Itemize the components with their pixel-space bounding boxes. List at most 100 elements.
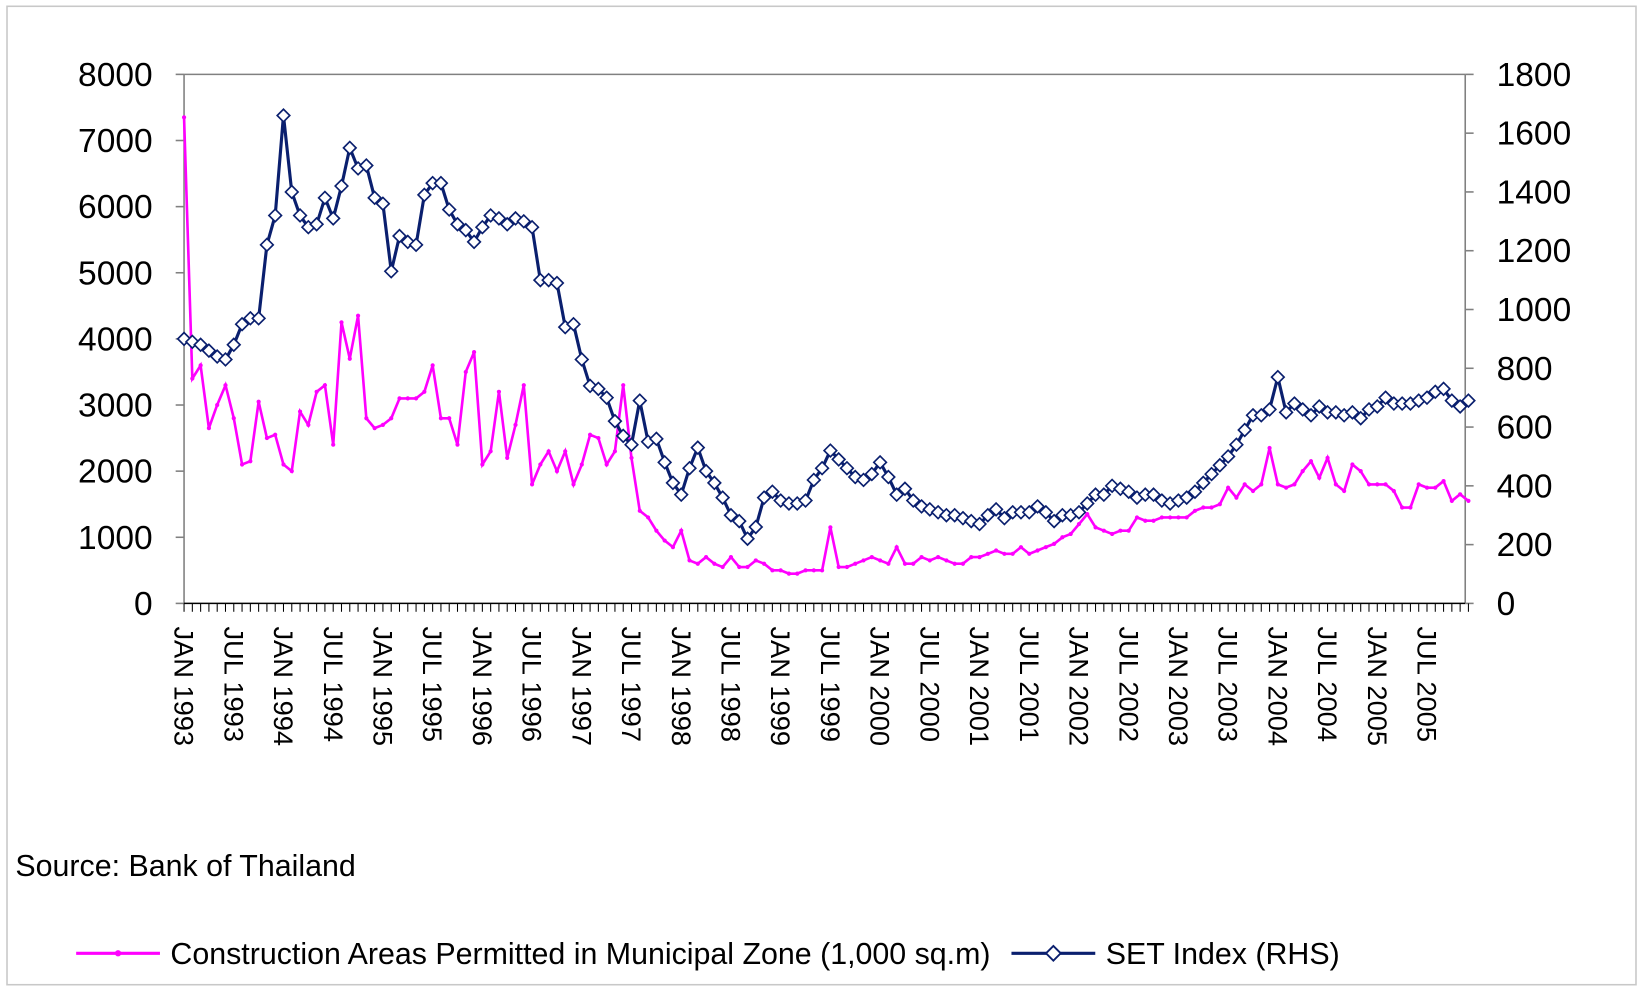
data-marker — [218, 351, 233, 367]
data-marker — [1168, 515, 1173, 520]
data-marker — [397, 396, 402, 401]
data-marker — [190, 376, 195, 381]
data-marker — [864, 466, 880, 482]
data-marker — [1419, 390, 1435, 406]
y2-tick-label: 1600 — [1497, 116, 1572, 153]
y2-tick-label: 800 — [1497, 351, 1553, 388]
y-tick-label: 7000 — [78, 123, 153, 160]
data-marker — [306, 422, 311, 427]
data-marker — [193, 337, 209, 353]
data-marker — [201, 343, 217, 359]
data-marker — [795, 571, 800, 576]
data-marker — [1146, 487, 1162, 503]
data-marker — [894, 545, 899, 550]
data-marker — [1060, 535, 1065, 540]
data-marker — [869, 555, 874, 560]
data-marker — [1424, 485, 1430, 490]
data-marker — [1093, 525, 1098, 530]
data-marker — [438, 416, 444, 421]
x-tick-label: JAN 2000 — [865, 626, 896, 746]
data-marker — [1085, 512, 1090, 517]
data-marker — [1308, 459, 1314, 464]
data-marker — [281, 462, 286, 467]
data-marker — [822, 443, 838, 459]
data-marker — [339, 320, 344, 325]
data-marker — [466, 234, 482, 250]
data-marker — [740, 531, 755, 547]
data-marker — [695, 561, 700, 566]
data-marker — [483, 207, 499, 223]
data-marker — [1035, 548, 1040, 553]
y-tick-label: 5000 — [78, 255, 153, 292]
data-marker — [455, 442, 460, 447]
legend-label: SET Index (RHS) — [1106, 938, 1340, 971]
data-marker — [1350, 462, 1355, 467]
data-marker — [803, 568, 808, 573]
y2-tick-label: 200 — [1497, 527, 1553, 564]
data-marker — [392, 228, 407, 244]
x-tick-label: JAN 1998 — [666, 626, 697, 746]
y2-tick-label: 1800 — [1497, 57, 1572, 94]
data-marker — [1441, 478, 1446, 484]
data-marker — [433, 175, 449, 191]
data-marker — [325, 210, 341, 226]
data-marker — [889, 487, 905, 503]
data-marker — [1071, 504, 1087, 520]
data-marker — [358, 158, 374, 173]
data-marker — [1444, 393, 1460, 409]
data-marker — [786, 571, 792, 576]
legend-marker — [114, 950, 122, 957]
data-marker — [499, 216, 515, 232]
data-marker — [1002, 551, 1007, 556]
data-marker — [712, 561, 717, 566]
data-marker — [665, 475, 681, 491]
data-marker — [1204, 466, 1220, 482]
data-marker — [491, 210, 507, 226]
data-marker — [1436, 381, 1452, 397]
y2-tick-label: 400 — [1497, 468, 1553, 505]
data-marker — [1284, 485, 1289, 490]
data-marker — [1328, 404, 1344, 420]
data-marker — [1275, 482, 1280, 487]
data-marker — [662, 538, 667, 543]
data-marker — [1038, 504, 1054, 520]
data-marker — [657, 454, 673, 470]
data-marker — [408, 237, 424, 253]
data-marker — [289, 469, 294, 474]
data-marker — [914, 498, 930, 514]
data-marker — [1391, 488, 1396, 494]
data-marker — [1286, 396, 1302, 412]
data-marker — [856, 472, 871, 488]
data-marker — [687, 558, 692, 563]
data-marker — [831, 451, 847, 467]
data-marker — [753, 558, 758, 563]
data-marker — [1234, 495, 1239, 500]
data-marker — [181, 115, 187, 120]
x-tick-label: JUL 1998 — [716, 626, 747, 742]
data-marker — [239, 462, 245, 467]
data-marker — [985, 551, 990, 556]
data-marker — [604, 462, 609, 467]
data-marker — [383, 263, 399, 279]
data-marker — [927, 558, 932, 563]
x-tick-label: JUL 2004 — [1312, 626, 1343, 742]
data-marker — [1021, 504, 1037, 520]
data-marker — [1242, 482, 1247, 487]
data-marker — [814, 460, 830, 476]
data-marker — [1325, 455, 1330, 461]
data-marker — [1220, 448, 1236, 464]
data-marker — [516, 213, 532, 229]
data-marker — [977, 555, 982, 560]
data-marker — [413, 396, 419, 401]
data-marker — [1126, 528, 1131, 533]
data-marker — [632, 393, 648, 409]
data-marker — [1342, 488, 1347, 494]
data-marker — [1134, 515, 1140, 520]
data-marker — [566, 316, 581, 332]
data-marker — [770, 568, 775, 573]
data-marker — [715, 490, 731, 506]
data-marker — [441, 202, 457, 218]
data-marker — [654, 528, 659, 533]
x-tick-label: JUL 2000 — [914, 626, 945, 742]
